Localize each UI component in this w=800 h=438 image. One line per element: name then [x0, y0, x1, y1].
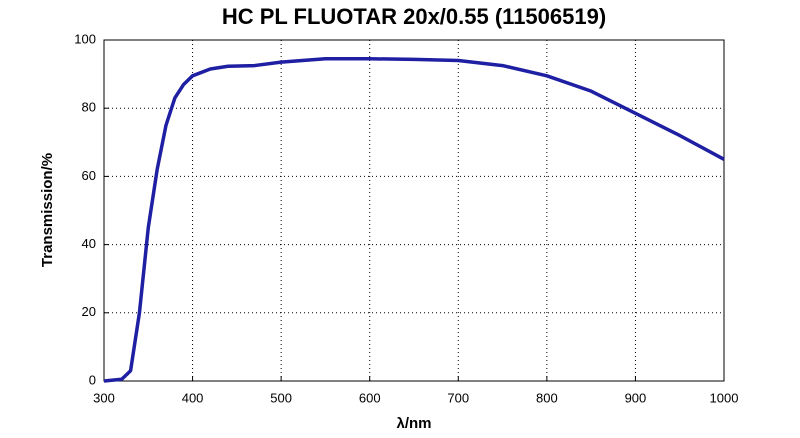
y-tick-label: 80: [82, 100, 96, 115]
x-tick-label: 500: [270, 390, 292, 405]
y-tick-label: 100: [74, 31, 96, 46]
x-tick-label: 900: [625, 390, 647, 405]
x-tick-label: 600: [359, 390, 381, 405]
x-tick-label: 1000: [710, 390, 739, 405]
plot-frame: [103, 39, 725, 382]
y-axis-label: Transmission/%: [39, 153, 56, 267]
x-tick-label: 700: [447, 390, 469, 405]
y-tick-label: 20: [82, 304, 96, 319]
y-tick-label: 40: [82, 236, 96, 251]
y-tick-label: 0: [89, 372, 96, 387]
x-tick-label: 800: [536, 390, 558, 405]
data-line: [103, 57, 725, 383]
y-tick-label: 60: [82, 168, 96, 183]
x-tick-label: 300: [93, 390, 115, 405]
chart-title: HC PL FLUOTAR 20x/0.55 (11506519): [222, 4, 606, 29]
x-tick-label: 400: [182, 390, 204, 405]
x-axis-label: λ/nm: [396, 415, 431, 432]
